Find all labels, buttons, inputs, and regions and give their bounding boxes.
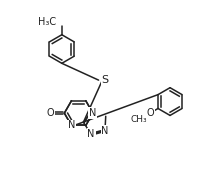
Text: O: O bbox=[46, 108, 54, 118]
Text: N: N bbox=[89, 108, 97, 118]
Text: H₃C: H₃C bbox=[38, 17, 56, 27]
Text: N: N bbox=[88, 129, 95, 139]
Text: O: O bbox=[147, 108, 154, 118]
Text: N: N bbox=[68, 120, 75, 130]
Text: CH₃: CH₃ bbox=[130, 115, 147, 124]
Text: N: N bbox=[101, 125, 109, 136]
Text: S: S bbox=[102, 75, 109, 85]
